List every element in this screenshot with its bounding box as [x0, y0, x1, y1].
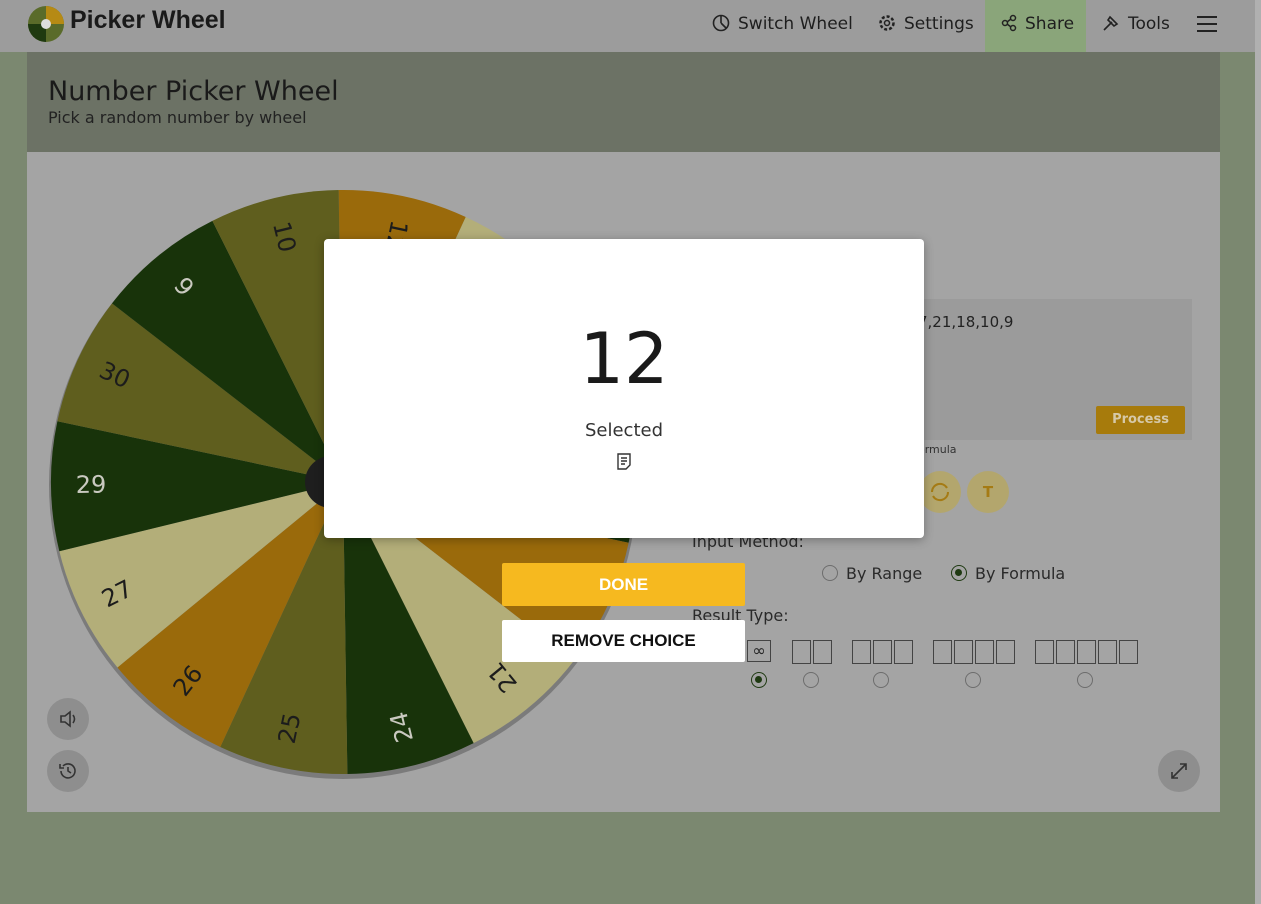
radio-by-formula[interactable] — [951, 565, 967, 581]
remove-choice-button[interactable]: REMOVE CHOICE — [502, 620, 745, 662]
digit-box — [1077, 640, 1096, 664]
page-title: Number Picker Wheel — [48, 76, 339, 107]
wheel-segment — [51, 421, 344, 552]
history-button[interactable] — [47, 750, 89, 792]
result-type-radio[interactable] — [965, 672, 981, 688]
result-type-radio[interactable] — [873, 672, 889, 688]
formula-hint: ormula — [918, 443, 957, 456]
digit-box — [813, 640, 832, 664]
digit-box — [996, 640, 1015, 664]
wheel-segment — [59, 482, 343, 668]
wheel-segment — [117, 482, 343, 747]
shuffle-button[interactable] — [919, 471, 961, 513]
text-button[interactable]: T — [967, 471, 1009, 513]
wheel-segment — [343, 482, 574, 744]
result-type-radio[interactable] — [751, 672, 767, 688]
menu-button[interactable] — [1196, 14, 1218, 34]
nav-label: Settings — [904, 14, 974, 34]
digit-box — [1056, 640, 1075, 664]
digit-box — [1035, 640, 1054, 664]
digit-box — [933, 640, 952, 664]
result-value: 12 — [579, 318, 669, 400]
digit-box — [873, 640, 892, 664]
scrollbar — [1255, 0, 1261, 904]
fullscreen-button[interactable] — [1158, 750, 1200, 792]
wheel-segment — [112, 220, 343, 482]
result-modal: 12 Selected — [324, 239, 924, 538]
wheel-label: 29 — [76, 471, 107, 499]
title-band: Number Picker Wheel Pick a random number… — [27, 52, 1220, 152]
process-button[interactable]: Process — [1096, 406, 1185, 434]
digit-box — [894, 640, 913, 664]
digit-box — [954, 640, 973, 664]
wheel-segment — [343, 482, 474, 774]
copy-icon[interactable] — [615, 453, 633, 471]
logo — [28, 6, 64, 42]
done-button[interactable]: DONE — [502, 563, 745, 606]
digit-box — [1098, 640, 1117, 664]
digit-box — [975, 640, 994, 664]
sound-button[interactable] — [47, 698, 89, 740]
digit-box — [1119, 640, 1138, 664]
wheel-segment — [220, 482, 348, 774]
option-label: By Formula — [975, 564, 1066, 583]
option-label: By Range — [846, 564, 923, 583]
digit-box — [852, 640, 871, 664]
digit-box — [792, 640, 811, 664]
nav-label: Share — [1025, 14, 1075, 34]
nav-label: Tools — [1128, 14, 1170, 34]
result-type-icon: ∞ — [747, 640, 771, 662]
nav-switch-wheel[interactable]: Switch Wheel — [712, 0, 853, 52]
radio-by-range[interactable] — [822, 565, 838, 581]
brand[interactable]: Picker Wheel — [70, 6, 226, 34]
nav-tools[interactable]: Tools — [1102, 0, 1170, 52]
wheel-segment — [212, 190, 343, 483]
nav-settings[interactable]: Settings — [878, 0, 974, 52]
wheel-label: 25 — [273, 710, 307, 746]
nav-share[interactable]: Share — [985, 0, 1086, 52]
page-subtitle: Pick a random number by wheel — [48, 108, 307, 127]
top-nav: Picker Wheel Switch Wheel Settings Share… — [0, 0, 1255, 52]
wheel-segment — [57, 303, 344, 482]
result-type-radio[interactable] — [1077, 672, 1093, 688]
nav-label: Switch Wheel — [738, 14, 853, 34]
input-text: 7,21,18,10,9 — [918, 313, 1014, 331]
result-status: Selected — [584, 420, 664, 441]
result-type-radio[interactable] — [803, 672, 819, 688]
